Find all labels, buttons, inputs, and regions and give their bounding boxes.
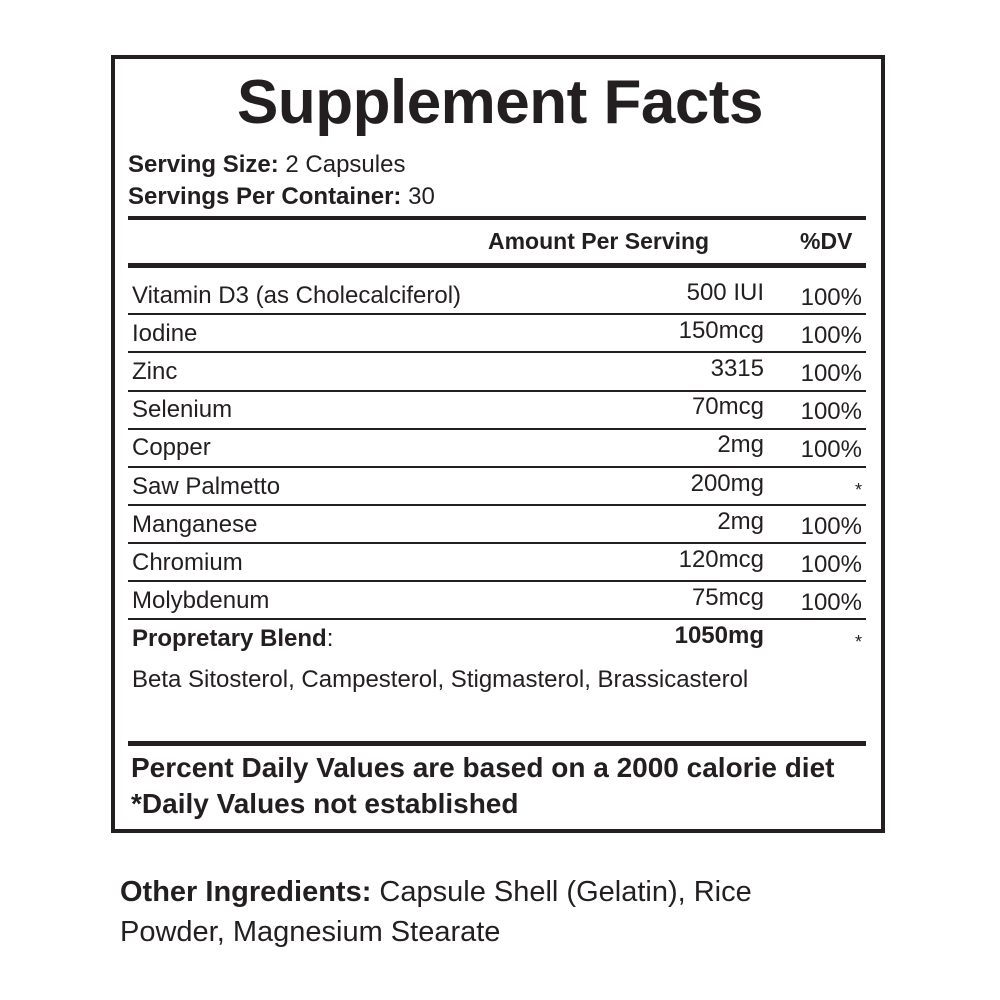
nutrient-name: Iodine xyxy=(132,320,198,347)
row-divider xyxy=(128,618,866,620)
daily-value-footnote: Percent Daily Values are based on a 2000… xyxy=(131,752,835,783)
other-ingredients-label: Other Ingredients: xyxy=(120,876,372,908)
nutrient-amount: 500 IUI xyxy=(686,279,764,306)
header-bottom-rule xyxy=(128,263,866,268)
nutrient-dv: 100% xyxy=(800,513,862,540)
row-divider xyxy=(128,542,866,544)
row-divider xyxy=(128,390,866,392)
nutrient-dv: 100% xyxy=(800,551,862,578)
blend-colon: : xyxy=(326,625,334,652)
nutrient-amount: 200mg xyxy=(690,470,764,497)
nutrient-row: Iodine 150mcg 100% xyxy=(128,314,866,352)
nutrient-dv: * xyxy=(854,480,862,500)
other-ingredients-text: Capsule Shell (Gelatin), Rice Powder, Ma… xyxy=(120,876,752,948)
nutrient-row: Zinc 3315 100% xyxy=(128,352,866,390)
row-divider xyxy=(128,580,866,582)
nutrient-dv: 100% xyxy=(800,436,862,463)
row-divider xyxy=(128,428,866,430)
header-top-rule xyxy=(128,216,866,220)
nutrient-name: Molybdenum xyxy=(132,587,270,614)
nutrient-name: Copper xyxy=(132,434,211,461)
nutrient-dv: 100% xyxy=(800,398,862,425)
nutrient-name: Vitamin D3 (as Cholecalciferol) xyxy=(132,282,462,309)
serving-size-value: 2 Capsules xyxy=(285,151,406,178)
nutrient-row: Saw Palmetto 200mg * xyxy=(128,467,866,505)
nutrient-amount: 120mcg xyxy=(678,546,764,573)
row-divider xyxy=(128,351,866,353)
amount-per-serving-header: Amount Per Serving xyxy=(488,228,710,254)
nutrient-amount: 3315 xyxy=(710,355,764,382)
nutrient-row: Manganese 2mg 100% xyxy=(128,505,866,543)
nutrient-name: Manganese xyxy=(132,511,258,538)
not-established-footnote: *Daily Values not established xyxy=(131,788,519,819)
nutrient-amount: 2mg xyxy=(717,431,764,458)
row-divider xyxy=(128,466,866,468)
nutrient-row: Molybdenum 75mcg 100% xyxy=(128,581,866,619)
supplement-facts-panel xyxy=(111,55,885,833)
servings-per-container-label: Servings Per Container: xyxy=(128,183,402,210)
footnote-rule xyxy=(128,741,866,746)
nutrient-amount: 2mg xyxy=(717,508,764,535)
serving-size: Serving Size: 2 Capsules xyxy=(128,150,405,180)
blend-dv: * xyxy=(854,632,862,652)
nutrient-dv: 100% xyxy=(800,589,862,616)
row-divider xyxy=(128,313,866,315)
servings-per-container-value: 30 xyxy=(408,183,435,210)
dv-header: %DV xyxy=(800,228,853,254)
nutrient-row: Selenium 70mcg 100% xyxy=(128,390,866,428)
blend-name: Propretary Blend: xyxy=(132,624,333,654)
nutrient-row: Vitamin D3 (as Cholecalciferol) 500 IUI … xyxy=(128,276,866,314)
nutrient-dv: 100% xyxy=(800,322,862,349)
nutrient-name: Chromium xyxy=(132,549,243,576)
other-ingredients: Other Ingredients: Capsule Shell (Gelati… xyxy=(120,872,840,952)
nutrient-row: Chromium 120mcg 100% xyxy=(128,543,866,581)
row-divider xyxy=(128,504,866,506)
nutrient-row: Copper 2mg 100% xyxy=(128,428,866,466)
nutrient-name: Selenium xyxy=(132,396,233,423)
blend-ingredients: Beta Sitosterol, Campesterol, Stigmaster… xyxy=(132,666,749,693)
servings-per-container: Servings Per Container: 30 xyxy=(128,182,435,212)
nutrient-dv: 100% xyxy=(800,284,862,311)
nutrient-amount: 70mcg xyxy=(691,393,764,420)
proprietary-blend-row: Propretary Blend: 1050mg * xyxy=(128,619,866,657)
blend-name-text: Propretary Blend xyxy=(132,625,327,652)
supplement-facts-title: Supplement Facts xyxy=(237,68,764,137)
blend-amount: 1050mg xyxy=(674,622,764,649)
nutrient-name: Zinc xyxy=(132,358,178,385)
nutrient-amount: 75mcg xyxy=(691,584,764,611)
serving-size-label: Serving Size: xyxy=(128,151,279,178)
nutrient-dv: 100% xyxy=(800,360,862,387)
nutrient-amount: 150mcg xyxy=(678,317,764,344)
nutrient-name: Saw Palmetto xyxy=(132,473,281,500)
